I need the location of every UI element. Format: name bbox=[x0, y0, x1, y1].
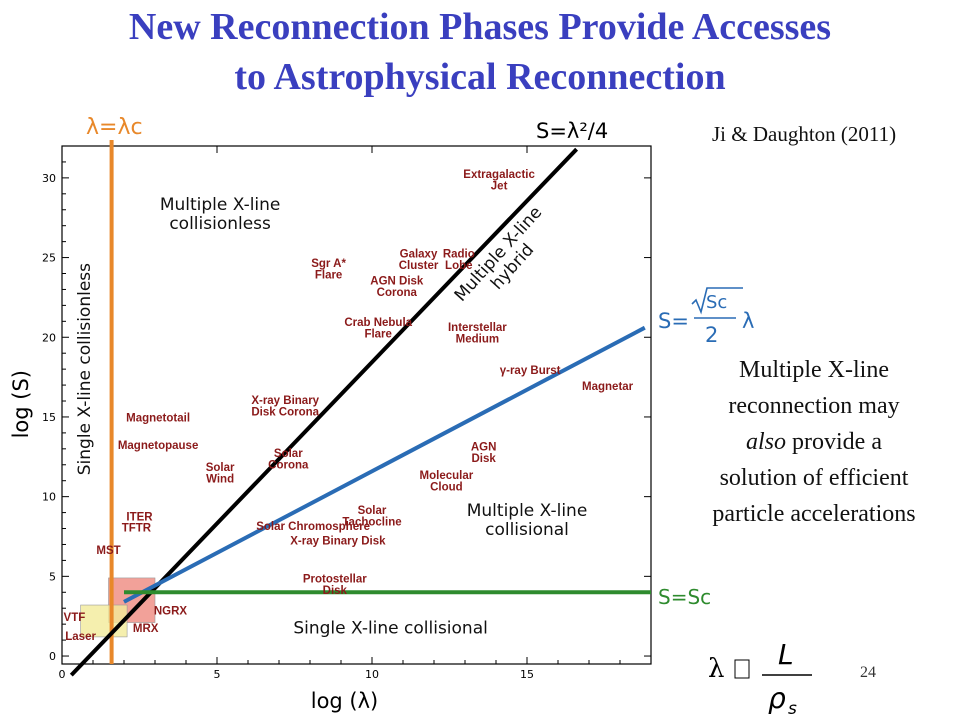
object-label: Molecular bbox=[420, 470, 474, 482]
object-label: Disk bbox=[471, 453, 496, 465]
y-tick-label: 5 bbox=[49, 570, 56, 583]
region-label-line: Multiple X-line bbox=[467, 501, 588, 521]
x-tick-label: 10 bbox=[365, 668, 379, 681]
region-label-line: Single X-line collisionless bbox=[75, 263, 95, 475]
object-label: Magnetotail bbox=[126, 413, 190, 425]
note-line: reconnection may bbox=[728, 393, 900, 419]
line-label-lambda-c: λ=λc bbox=[86, 115, 143, 140]
plot-frame bbox=[61, 145, 652, 665]
object-label: Corona bbox=[268, 459, 309, 471]
y-tick-label: 15 bbox=[42, 411, 56, 424]
object-label: Jet bbox=[491, 180, 508, 192]
object-label: MST bbox=[96, 545, 120, 557]
object-label: Wind bbox=[206, 474, 234, 486]
object-label: NGRX bbox=[154, 606, 188, 618]
object-label: AGN Disk bbox=[370, 276, 424, 288]
note-line: solution of efficient bbox=[719, 465, 909, 491]
object-label: Galaxy bbox=[400, 249, 438, 261]
object-label: Solar Chromosphere bbox=[256, 521, 370, 533]
note-line: particle accelerations bbox=[712, 501, 916, 527]
sqrt-label-lambda: λ bbox=[742, 309, 754, 333]
region-label-line: collisional bbox=[485, 520, 569, 540]
line-label-s-sc: S=Sc bbox=[658, 585, 711, 609]
object-label: Solar bbox=[206, 462, 235, 474]
region-label-line: collisionless bbox=[169, 214, 271, 234]
sqrt-label-sc: Sc bbox=[706, 292, 727, 313]
y-tick-label: 20 bbox=[42, 331, 56, 344]
object-label: Lobe bbox=[445, 260, 472, 272]
object-label: Flare bbox=[364, 329, 392, 341]
region-label: Single X-line collisional bbox=[293, 619, 488, 639]
line-label-s-lambda2: S=λ²/4 bbox=[536, 119, 608, 143]
region-label-line: Multiple X-line bbox=[160, 195, 281, 215]
citation: Ji & Daughton (2011) bbox=[712, 122, 897, 146]
object-label: Cluster bbox=[399, 260, 439, 272]
sqrt-sign bbox=[691, 287, 743, 315]
y-tick-label: 0 bbox=[49, 650, 56, 663]
line-label-s-sqrt: S= Sc 2λ bbox=[658, 287, 754, 347]
object-label: ITER bbox=[126, 512, 153, 524]
object-label: Disk Corona bbox=[251, 407, 319, 419]
region-label: Single X-line collisionless bbox=[75, 263, 95, 475]
side-note: Multiple X-line reconnection may also pr… bbox=[668, 352, 960, 532]
object-label: X-ray Binary Disk bbox=[290, 535, 386, 547]
y-tick-label: 25 bbox=[42, 252, 56, 265]
note-line: Multiple X-line bbox=[739, 357, 889, 383]
y-axis-label: log (S) bbox=[9, 370, 33, 438]
slide-title-line1: New Reconnection Phases Provide Accesses bbox=[128, 6, 832, 48]
note-line-rest: provide a bbox=[786, 429, 882, 455]
x-tick-label: 5 bbox=[214, 668, 221, 681]
object-label: VTF bbox=[64, 612, 86, 624]
object-label: Solar bbox=[358, 505, 387, 517]
object-label: Interstellar bbox=[448, 322, 507, 334]
object-label: Corona bbox=[377, 287, 418, 299]
x-tick-label: 0 bbox=[59, 668, 66, 681]
series-line bbox=[123, 325, 646, 604]
object-label: Protostellar bbox=[303, 574, 367, 586]
object-label: Laser bbox=[65, 631, 96, 643]
object-label: Magnetar bbox=[582, 381, 634, 393]
object-label: X-ray Binary bbox=[251, 395, 319, 407]
parameter-box bbox=[80, 604, 128, 638]
object-label: Magnetopause bbox=[118, 440, 199, 452]
object-label: Extragalactic bbox=[463, 169, 535, 181]
object-label: TFTR bbox=[122, 523, 152, 535]
y-tick-label: 10 bbox=[42, 491, 56, 504]
note-line: also provide a bbox=[668, 424, 960, 460]
object-label: Crab Nebula bbox=[344, 317, 412, 329]
slide-title-line2: to Astrophysical Reconnection bbox=[234, 56, 726, 98]
object-label: Disk bbox=[323, 585, 348, 597]
object-label: Sgr A* bbox=[311, 258, 346, 270]
page-number: 24 bbox=[860, 664, 876, 681]
region-label-line: Single X-line collisional bbox=[293, 619, 488, 639]
object-label: Cloud bbox=[430, 482, 463, 494]
x-tick-label: 15 bbox=[520, 668, 534, 681]
object-label: MRX bbox=[133, 623, 159, 635]
object-label: Tachocline bbox=[342, 517, 401, 529]
object-label: Flare bbox=[315, 270, 343, 282]
object-label: γ-ray Burst bbox=[500, 365, 561, 377]
object-label: Solar bbox=[274, 448, 303, 460]
object-label: Radio bbox=[443, 249, 475, 261]
x-axis-label: log (λ) bbox=[311, 689, 379, 713]
object-label: Medium bbox=[456, 333, 499, 345]
note-emphasis: also bbox=[746, 429, 787, 455]
sqrt-label-s: S= bbox=[658, 309, 689, 333]
y-tick-label: 30 bbox=[42, 172, 56, 185]
sqrt-label-two: 2 bbox=[705, 323, 718, 347]
object-label: AGN bbox=[471, 441, 497, 453]
